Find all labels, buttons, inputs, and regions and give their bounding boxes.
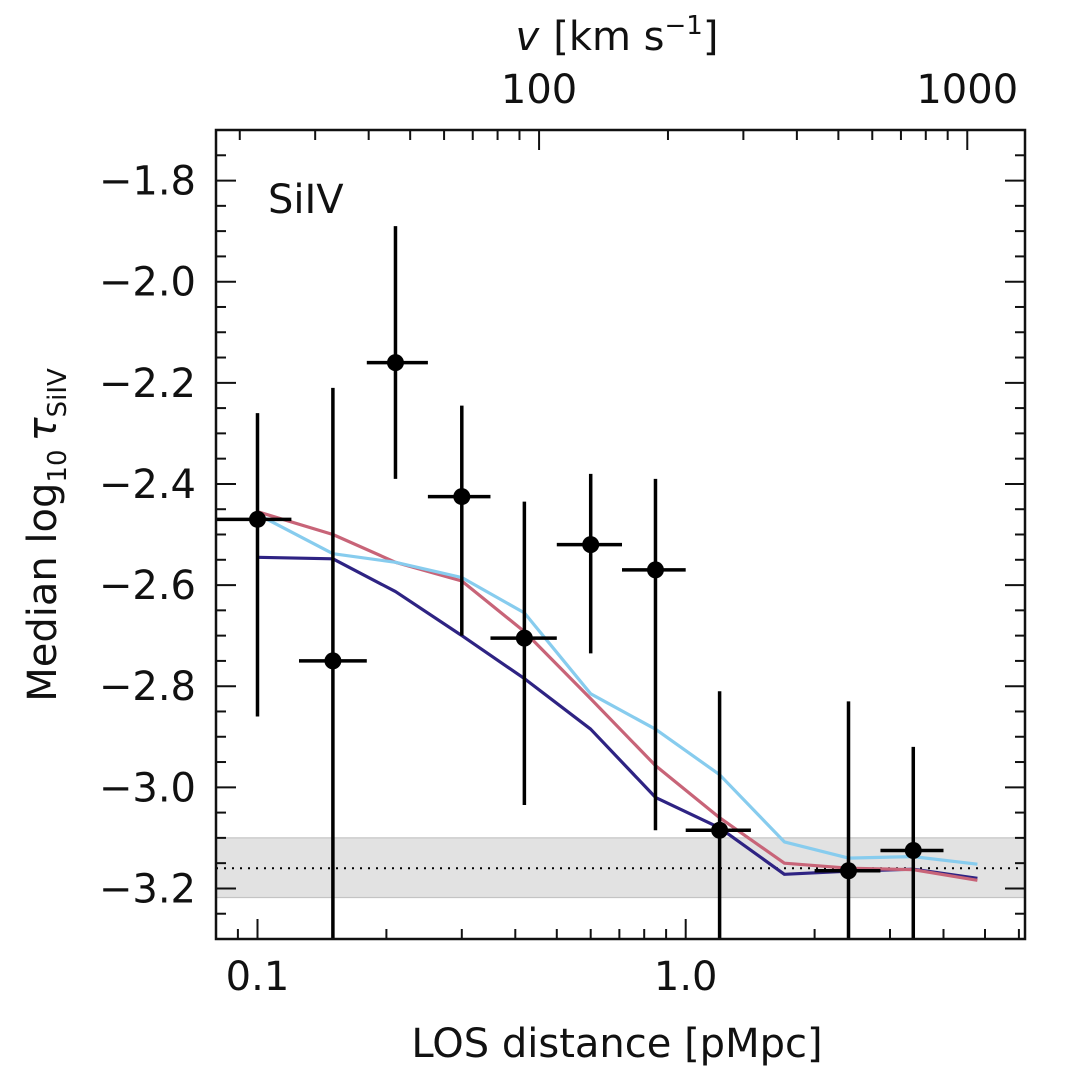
observed-point <box>453 488 471 506</box>
plot-frame <box>214 128 1027 941</box>
y-tick-label: −2.8 <box>99 664 196 710</box>
observed-point <box>386 354 404 372</box>
top-axis-symbol: v <box>516 14 541 60</box>
top-axis-close: ] <box>703 14 719 60</box>
y-axis-ion-subscript: SiIV <box>43 368 73 417</box>
series-line-model-c <box>256 512 978 866</box>
y-tick-label: −2.6 <box>99 563 196 609</box>
observed-point <box>904 842 922 860</box>
observed-point <box>840 862 858 880</box>
y-axis-log-base: 10 <box>43 450 73 483</box>
x-axis-title: LOS distance [pMpc] <box>411 1021 822 1067</box>
y-axis-title: Median log10 τSiIV <box>20 368 73 702</box>
top-tick-label: 100 <box>501 67 577 113</box>
tick-labels: −1.8 −2.0 −2.2 −2.4 −2.6 −2.8 −3.0 −3.2 0.1 1.0 10… <box>99 67 1018 1000</box>
top-axis-title: v [km s−1] <box>516 11 719 60</box>
y-tick-label: −3.0 <box>99 765 196 811</box>
x-tick-label: 1.0 <box>654 954 718 1000</box>
observed-point <box>646 561 664 579</box>
top-axis-unit: [km s <box>553 14 664 60</box>
y-axis-prefix: Median log <box>20 483 66 702</box>
y-tick-label: −3.2 <box>99 866 196 912</box>
y-tick-label: −1.8 <box>99 159 196 205</box>
panel-label: SiIV <box>268 177 344 223</box>
x-tick-label: 0.1 <box>226 954 290 1000</box>
reference-band-layer <box>216 837 1025 899</box>
axis-ticks <box>215 129 1025 940</box>
top-tick-label: 1000 <box>916 67 1018 113</box>
model-series-layer <box>256 510 978 882</box>
series-line-model-a <box>257 555 978 880</box>
y-tick-label: −2.2 <box>99 361 196 407</box>
observed-point <box>582 536 600 554</box>
observed-point <box>711 821 729 839</box>
observed-points-layer <box>216 226 944 939</box>
series-line-model-b <box>257 510 978 882</box>
top-axis-exponent: −1 <box>665 11 703 41</box>
observed-point <box>324 652 342 670</box>
observed-point <box>248 510 266 528</box>
observed-point <box>515 629 533 647</box>
y-tick-label: −2.0 <box>99 260 196 306</box>
y-tick-label: −2.4 <box>99 462 196 508</box>
y-axis-tau-symbol: τ <box>20 417 66 442</box>
